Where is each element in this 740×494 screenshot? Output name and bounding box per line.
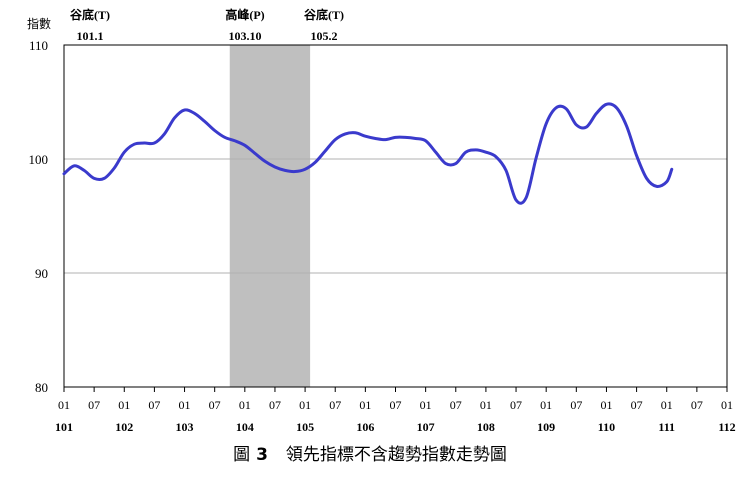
turning-point-type-1: 高峰(P) xyxy=(225,7,264,22)
year-label-101: 101 xyxy=(55,420,73,434)
figure-label: 圖 xyxy=(233,445,251,465)
x-tick-label: 07 xyxy=(570,398,582,412)
year-label-107: 107 xyxy=(417,420,435,434)
year-label-108: 108 xyxy=(477,420,495,434)
x-tick-label: 01 xyxy=(480,398,492,412)
turning-point-type-0: 谷底(T) xyxy=(70,7,110,22)
y-tick-label-80: 80 xyxy=(35,380,48,395)
y-tick-label-90: 90 xyxy=(35,266,48,281)
x-tick-label: 01 xyxy=(179,398,191,412)
x-tick-label: 01 xyxy=(600,398,612,412)
turning-point-date-2: 105.2 xyxy=(311,29,338,43)
figure-title: 領先指標不含趨勢指數走勢圖 xyxy=(285,445,507,465)
turning-point-labels: 谷底(T) 101.1 高峰(P) 103.10 谷底(T) 105.2 xyxy=(70,7,344,43)
turning-point-type-2: 谷底(T) xyxy=(304,7,344,22)
shaded-periods xyxy=(229,45,311,387)
x-tick-label: 01 xyxy=(299,398,311,412)
year-label-111: 111 xyxy=(658,420,675,434)
x-tick-label: 07 xyxy=(88,398,100,412)
x-tick-label: 07 xyxy=(691,398,703,412)
x-tick-label: 01 xyxy=(661,398,673,412)
y-tick-label-110: 110 xyxy=(29,38,48,53)
turning-point-date-0: 101.1 xyxy=(77,29,104,43)
figure-number: 3 xyxy=(256,445,268,465)
year-label-103: 103 xyxy=(176,420,194,434)
year-label-104: 104 xyxy=(236,420,254,434)
x-tick-label: 01 xyxy=(420,398,432,412)
year-labels: 101 102 103 104 105 106 107 108 109 110 111 112 xyxy=(55,420,736,434)
x-tick-label: 01 xyxy=(239,398,251,412)
x-tick-label: 07 xyxy=(209,398,221,412)
year-label-102: 102 xyxy=(115,420,133,434)
plot-frame xyxy=(63,44,728,388)
x-tick-label: 07 xyxy=(390,398,402,412)
x-tick-label: 01 xyxy=(540,398,552,412)
x-tick-labels: 01 07 01 07 01 07 01 07 01 07 01 07 01 07 01 07 01 07 01 07… xyxy=(58,398,733,412)
gridlines xyxy=(64,158,727,274)
x-tick-label: 07 xyxy=(631,398,643,412)
y-tick-labels: 80 90 100 110 xyxy=(29,38,49,395)
y-tick-label-100: 100 xyxy=(29,152,49,167)
x-tick-label: 01 xyxy=(58,398,70,412)
year-label-112: 112 xyxy=(718,420,735,434)
figure-caption: 圖 3 領先指標不含趨勢指數走勢圖 xyxy=(0,440,740,465)
x-tick-label: 01 xyxy=(721,398,733,412)
x-tick-label: 01 xyxy=(118,398,130,412)
year-label-106: 106 xyxy=(356,420,374,434)
x-tick-label: 07 xyxy=(269,398,281,412)
x-tick-label: 07 xyxy=(148,398,160,412)
year-label-110: 110 xyxy=(598,420,615,434)
shaded-period-0 xyxy=(229,45,311,387)
turning-point-date-1: 103.10 xyxy=(229,29,262,43)
y-axis-label: 指數 xyxy=(27,16,51,31)
x-tick-label: 01 xyxy=(359,398,371,412)
x-tick-label: 07 xyxy=(510,398,522,412)
year-label-109: 109 xyxy=(537,420,555,434)
x-tick-label: 07 xyxy=(329,398,341,412)
axis-ticks xyxy=(63,387,728,392)
x-tick-label: 07 xyxy=(450,398,462,412)
series-line xyxy=(62,102,674,205)
year-label-105: 105 xyxy=(296,420,314,434)
